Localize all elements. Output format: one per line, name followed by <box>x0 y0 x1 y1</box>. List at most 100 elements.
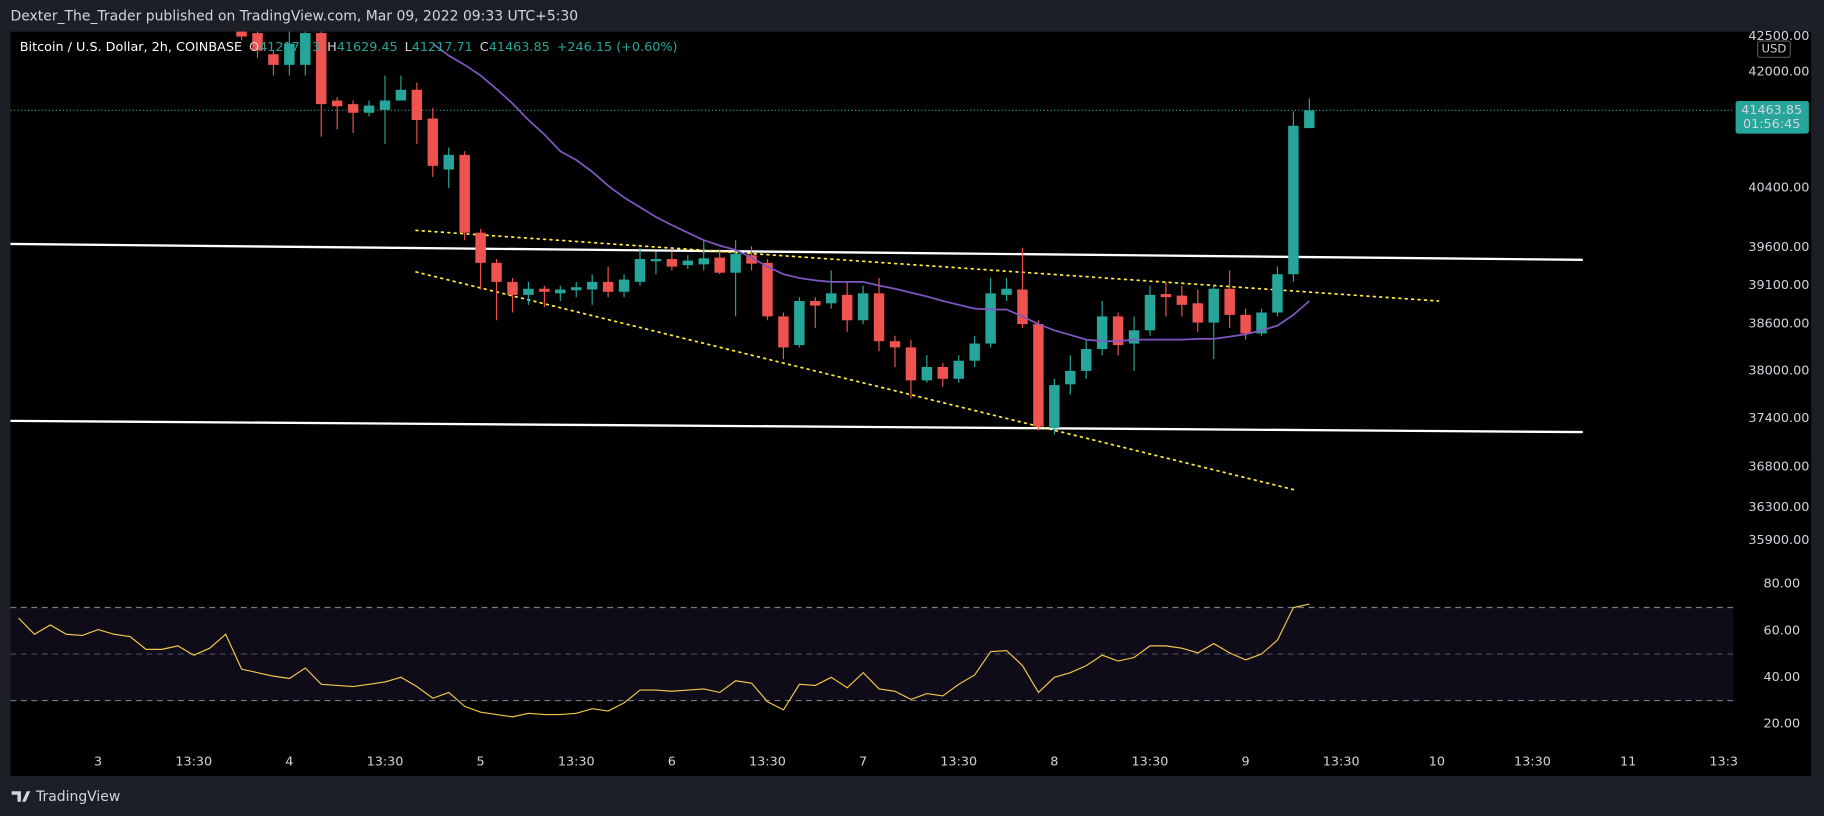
candle-body <box>937 366 949 379</box>
candle-body <box>778 316 789 348</box>
candle-body <box>841 294 853 321</box>
rsi-tick-label: 80.00 <box>1764 577 1801 592</box>
candle-body <box>698 258 709 265</box>
candle-body <box>236 31 247 37</box>
candle-body <box>682 260 694 266</box>
candle-body <box>523 288 534 295</box>
candle-body <box>395 89 407 101</box>
axes: 42500.00 42000.00 40400.00 39600.00 39100.00… <box>94 29 1809 770</box>
candle-body <box>1176 295 1188 305</box>
rsi-tick-label: 40.00 <box>1764 670 1801 685</box>
y-tick-label: 39100.00 <box>1748 278 1809 293</box>
y-tick-label: 39600.00 <box>1748 240 1809 255</box>
candle-body <box>666 259 678 267</box>
candle-body <box>746 255 757 264</box>
candle-body <box>1049 385 1060 429</box>
legend-key: H <box>327 39 337 54</box>
x-tick-label: 3 <box>94 755 102 770</box>
footer-brand: TradingView <box>35 789 120 805</box>
candle-body <box>1304 110 1315 129</box>
candle-body <box>284 43 295 65</box>
candle-body <box>602 281 614 292</box>
candle-body <box>363 105 375 113</box>
candle-body <box>268 54 279 65</box>
x-tick-label: 13:30 <box>749 755 786 770</box>
candle-body <box>1096 316 1108 349</box>
candle-body <box>507 281 518 295</box>
currency: USD <box>1762 42 1787 56</box>
candle-body <box>1256 312 1267 334</box>
y-tick-label: 38000.00 <box>1748 363 1809 378</box>
legend-change: +246.15 (+0.60%) <box>557 39 678 54</box>
publish-header: Dexter_The_Trader published on TradingVi… <box>10 9 578 25</box>
candle-body <box>443 154 454 170</box>
candle-body <box>825 293 837 304</box>
x-tick-label: 13:30 <box>175 755 212 770</box>
trendline <box>10 419 1584 434</box>
candle-body <box>427 118 439 166</box>
x-tick-label: 9 <box>1242 755 1250 770</box>
candle-body <box>1112 316 1124 346</box>
x-tick-label: 4 <box>285 755 293 770</box>
x-tick-label: 13:30 <box>1514 755 1551 770</box>
countdown-label: 01:56:45 <box>1743 117 1800 132</box>
x-tick-label: 13:30 <box>367 755 404 770</box>
candle-body <box>1192 303 1204 323</box>
candle-body <box>1080 348 1092 371</box>
y-tick-label: 40400.00 <box>1748 180 1809 195</box>
candle-body <box>921 366 933 381</box>
candle-body <box>411 89 423 120</box>
candle-body <box>1160 294 1172 298</box>
candle-body <box>1033 324 1044 427</box>
candle-body <box>459 154 470 233</box>
candle-body <box>316 33 327 105</box>
y-tick-label: 36800.00 <box>1748 459 1809 474</box>
candle-body <box>1240 314 1251 334</box>
rsi-tick-label: 20.00 <box>1764 716 1801 731</box>
legend-value: 41217.73 <box>259 39 320 54</box>
candle-body <box>810 300 821 306</box>
candle-body <box>475 232 486 263</box>
last-price-label: 41463.85 <box>1741 103 1802 118</box>
candle-body <box>730 253 741 273</box>
candle-body <box>857 293 869 321</box>
candle-body <box>1144 294 1156 331</box>
legend-value: 41629.45 <box>337 39 398 54</box>
trendline <box>415 229 1440 302</box>
x-tick-label: 13:30 <box>940 755 977 770</box>
candle-body <box>571 287 582 291</box>
candle-body <box>1288 125 1299 275</box>
y-tick-label: 35900.00 <box>1748 533 1809 548</box>
candle-body <box>889 341 901 348</box>
legend-value: 41463.85 <box>489 39 550 54</box>
candle-body <box>714 257 725 273</box>
candle-body <box>1208 288 1219 323</box>
currency-box <box>1757 40 1791 58</box>
x-tick-label: 13:3 <box>1709 755 1738 770</box>
y-tick-label: 36300.00 <box>1748 500 1809 515</box>
candle-body <box>650 259 662 262</box>
x-tick-label: 11 <box>1620 755 1636 770</box>
x-tick-label: 10 <box>1429 755 1445 770</box>
candle-body <box>1272 274 1283 313</box>
candle-body <box>586 281 598 290</box>
x-tick-label: 13:30 <box>1132 755 1169 770</box>
moving-average <box>432 42 1310 343</box>
candle-body <box>794 300 805 346</box>
candle-body <box>969 343 980 361</box>
candle-body <box>634 259 646 282</box>
y-tick-label: 42000.00 <box>1748 64 1809 79</box>
legend-key: O <box>249 39 259 54</box>
chart-area <box>10 31 1812 777</box>
candle-body <box>539 288 550 292</box>
last-price-box <box>1735 101 1809 134</box>
candle-body <box>555 289 566 294</box>
candle-body <box>985 293 996 344</box>
price-pane <box>10 31 1734 491</box>
candle-body <box>618 279 630 292</box>
candle-body <box>331 100 343 107</box>
candle-body <box>491 262 502 282</box>
legend: Bitcoin / U.S. Dollar, 2h, COINBASE O4121… <box>20 39 678 54</box>
rsi-tick-label: 60.00 <box>1764 623 1801 638</box>
